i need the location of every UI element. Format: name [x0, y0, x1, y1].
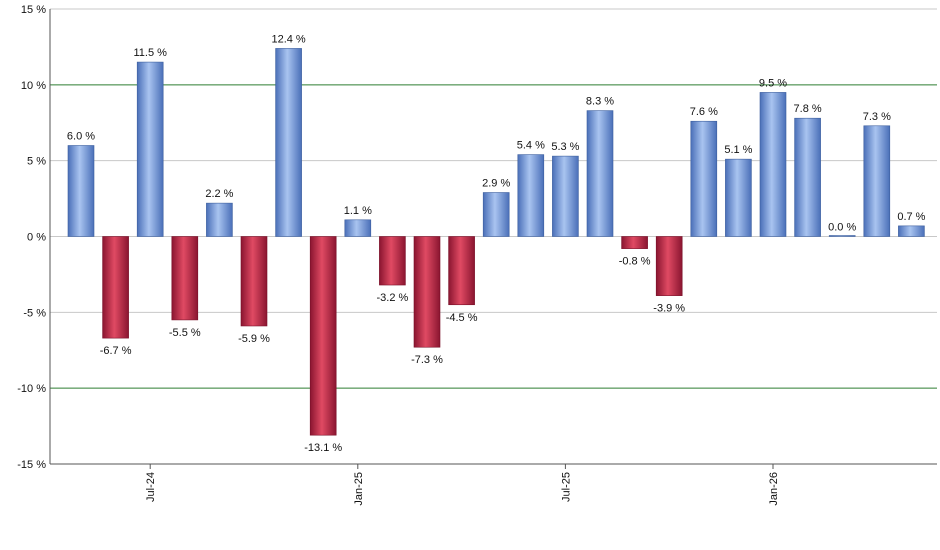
bar-negative — [102, 236, 129, 339]
x-axis-tick-labels: Jul-24 Jan-25 Jul-25 Jan-26 — [145, 472, 780, 506]
data-label: 0.7 % — [897, 211, 925, 223]
bar-negative — [379, 236, 406, 286]
data-label: -3.2 % — [377, 292, 409, 304]
bar-positive — [344, 219, 372, 237]
data-label: -4.5 % — [446, 312, 478, 324]
data-label: 2.2 % — [205, 188, 233, 200]
data-label: -5.9 % — [238, 333, 270, 345]
bar-positive — [586, 110, 614, 237]
x-tick-label: Jan-26 — [768, 472, 780, 506]
data-label: 5.3 % — [551, 141, 579, 153]
y-axis-tick-labels: 15 % 10 % 5 % 0 % -5 % -10 % -15 % — [17, 4, 46, 471]
bar-positive — [275, 48, 302, 237]
data-label: -7.3 % — [411, 354, 443, 366]
data-label: 7.6 % — [690, 106, 718, 118]
data-label: 6.0 % — [67, 131, 95, 143]
x-tick-label: Jul-24 — [145, 472, 157, 502]
bar-positive — [863, 125, 891, 237]
bar-positive — [67, 145, 95, 237]
bar-negative — [448, 236, 475, 306]
data-label: 2.9 % — [482, 178, 510, 190]
bar-negative — [621, 236, 648, 249]
bar-negative — [413, 236, 441, 348]
data-label: 8.3 % — [586, 96, 614, 108]
y-tick-label: 0 % — [27, 232, 46, 244]
bar-negative — [240, 236, 268, 327]
y-tick-label: -10 % — [17, 383, 46, 395]
data-label: 5.4 % — [517, 140, 545, 152]
data-label: 1.1 % — [344, 205, 372, 217]
bar-positive — [794, 117, 821, 237]
bar-negative — [309, 236, 337, 436]
data-label: -6.7 % — [100, 345, 132, 357]
bar-negative — [171, 236, 199, 321]
bar-positive — [759, 92, 787, 237]
bars — [67, 48, 925, 436]
bar-negative — [655, 236, 683, 296]
data-labels: 6.0 % -6.7 % 11.5 % -5.5 % 2.2 % -5.9 % 12.4 %… — [67, 33, 926, 454]
data-label: -3.9 % — [653, 303, 685, 315]
data-label: 12.4 % — [271, 33, 305, 45]
bar-positive — [690, 120, 718, 237]
data-label: -0.8 % — [619, 256, 651, 268]
bar-positive — [552, 155, 579, 237]
bar-positive — [206, 202, 233, 237]
bar-positive — [898, 225, 925, 237]
bar-positive — [482, 192, 510, 237]
data-label: 5.1 % — [724, 144, 752, 156]
x-tick-label: Jul-25 — [560, 472, 572, 502]
bar-positive — [517, 154, 545, 237]
data-label: 9.5 % — [759, 77, 787, 89]
data-label: 11.5 % — [133, 47, 167, 59]
data-label: 0.0 % — [828, 222, 856, 234]
y-tick-label: -15 % — [17, 459, 46, 471]
data-label: 7.3 % — [863, 111, 891, 123]
bar-positive — [828, 235, 856, 237]
data-label: -5.5 % — [169, 327, 201, 339]
bar-positive — [136, 61, 164, 237]
data-label: 7.8 % — [794, 103, 822, 115]
x-tick-label: Jan-25 — [353, 472, 365, 506]
bar-positive — [725, 158, 752, 237]
y-tick-label: 15 % — [21, 4, 46, 16]
axes — [49, 9, 937, 469]
y-tick-label: 10 % — [21, 80, 46, 92]
y-tick-label: -5 % — [23, 307, 46, 319]
data-label: -13.1 % — [304, 442, 342, 454]
y-tick-label: 5 % — [27, 156, 46, 168]
